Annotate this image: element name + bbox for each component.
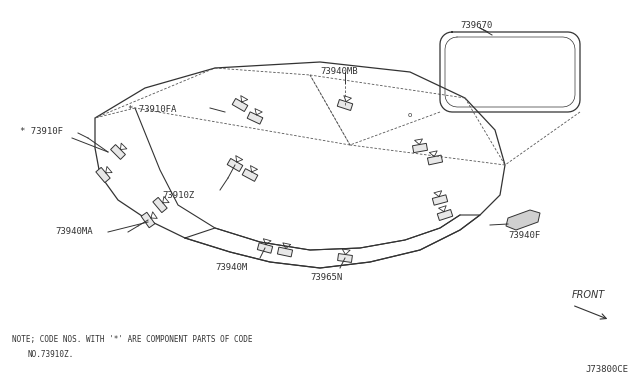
Polygon shape bbox=[437, 209, 452, 221]
Polygon shape bbox=[428, 155, 443, 165]
Text: FRONT: FRONT bbox=[572, 290, 605, 300]
Text: 73940MB: 73940MB bbox=[320, 67, 358, 77]
Polygon shape bbox=[141, 212, 155, 228]
Text: * 73910F: * 73910F bbox=[20, 128, 63, 137]
Text: NO.73910Z.: NO.73910Z. bbox=[28, 350, 74, 359]
Polygon shape bbox=[242, 169, 258, 182]
Polygon shape bbox=[232, 99, 248, 112]
Text: 73910Z: 73910Z bbox=[162, 190, 195, 199]
Text: 73940MA: 73940MA bbox=[55, 228, 93, 237]
Text: 73965N: 73965N bbox=[310, 273, 342, 282]
Text: 739670: 739670 bbox=[460, 20, 492, 29]
Text: J73800CE: J73800CE bbox=[585, 365, 628, 372]
Polygon shape bbox=[433, 195, 447, 205]
Polygon shape bbox=[153, 198, 167, 213]
Polygon shape bbox=[227, 158, 243, 171]
Polygon shape bbox=[413, 143, 428, 153]
Polygon shape bbox=[337, 99, 353, 110]
Polygon shape bbox=[96, 167, 110, 183]
Text: * 73910FA: * 73910FA bbox=[128, 106, 177, 115]
Text: o: o bbox=[408, 112, 412, 118]
Polygon shape bbox=[111, 145, 125, 160]
Polygon shape bbox=[277, 247, 292, 257]
Polygon shape bbox=[506, 210, 540, 230]
Text: 73940F: 73940F bbox=[508, 231, 540, 240]
Text: 73940M: 73940M bbox=[215, 263, 247, 273]
Polygon shape bbox=[257, 243, 273, 253]
Polygon shape bbox=[337, 254, 353, 262]
Text: NOTE; CODE NOS. WITH '*' ARE COMPONENT PARTS OF CODE: NOTE; CODE NOS. WITH '*' ARE COMPONENT P… bbox=[12, 335, 253, 344]
Polygon shape bbox=[247, 112, 263, 124]
